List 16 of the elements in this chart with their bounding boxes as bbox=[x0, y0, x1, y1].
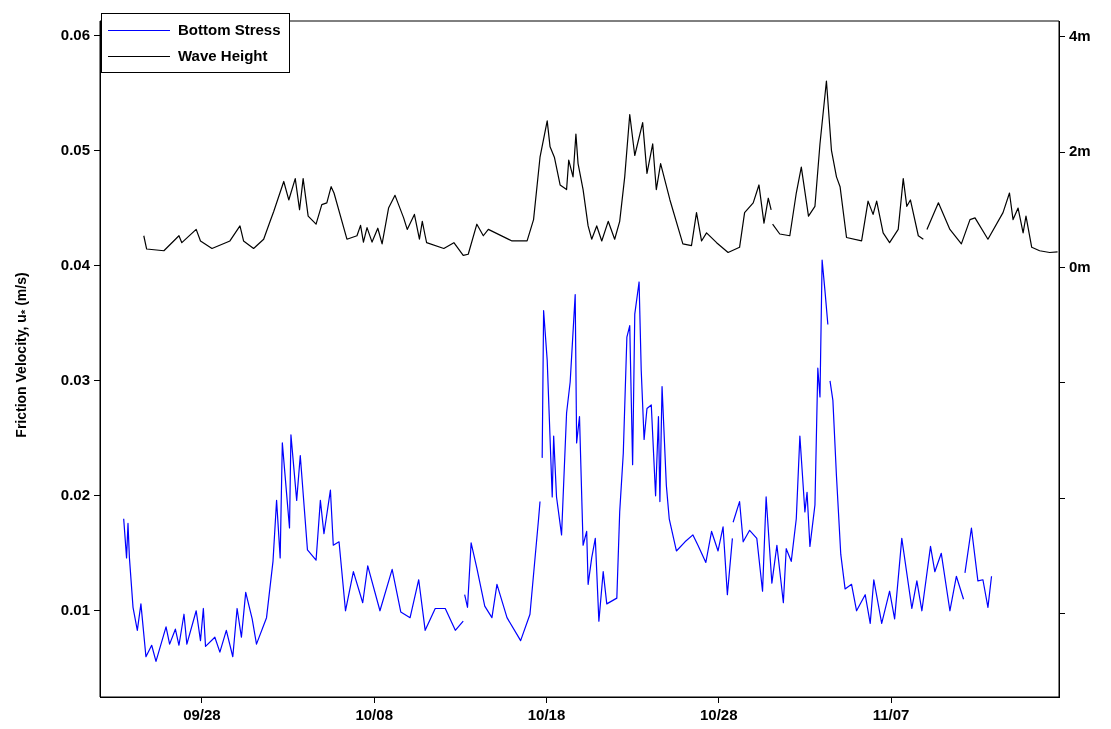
y-tick-label: 0.06 bbox=[60, 26, 90, 44]
x-tick-label: 10/28 bbox=[699, 706, 738, 724]
y-tick-label: 0.04 bbox=[60, 256, 91, 274]
y2-tick-label: 4m bbox=[1069, 26, 1091, 44]
legend-label: Bottom Stress bbox=[178, 20, 281, 40]
x-tick-label: 11/07 bbox=[872, 706, 910, 724]
y2-tick-label: 2m bbox=[1069, 142, 1091, 160]
y-tick-label: 0.03 bbox=[60, 370, 90, 388]
y-tick-label: 0.02 bbox=[60, 485, 90, 503]
y-tick-label: 0.05 bbox=[60, 141, 90, 159]
y-tick-label: 0.01 bbox=[60, 600, 90, 618]
legend-label: Wave Height bbox=[178, 46, 268, 66]
x-tick-label: 10/18 bbox=[527, 706, 566, 724]
y2-tick-label: 0m bbox=[1069, 257, 1091, 275]
x-tick-label: 10/08 bbox=[355, 706, 393, 724]
x-tick-label: 09/28 bbox=[183, 706, 221, 724]
